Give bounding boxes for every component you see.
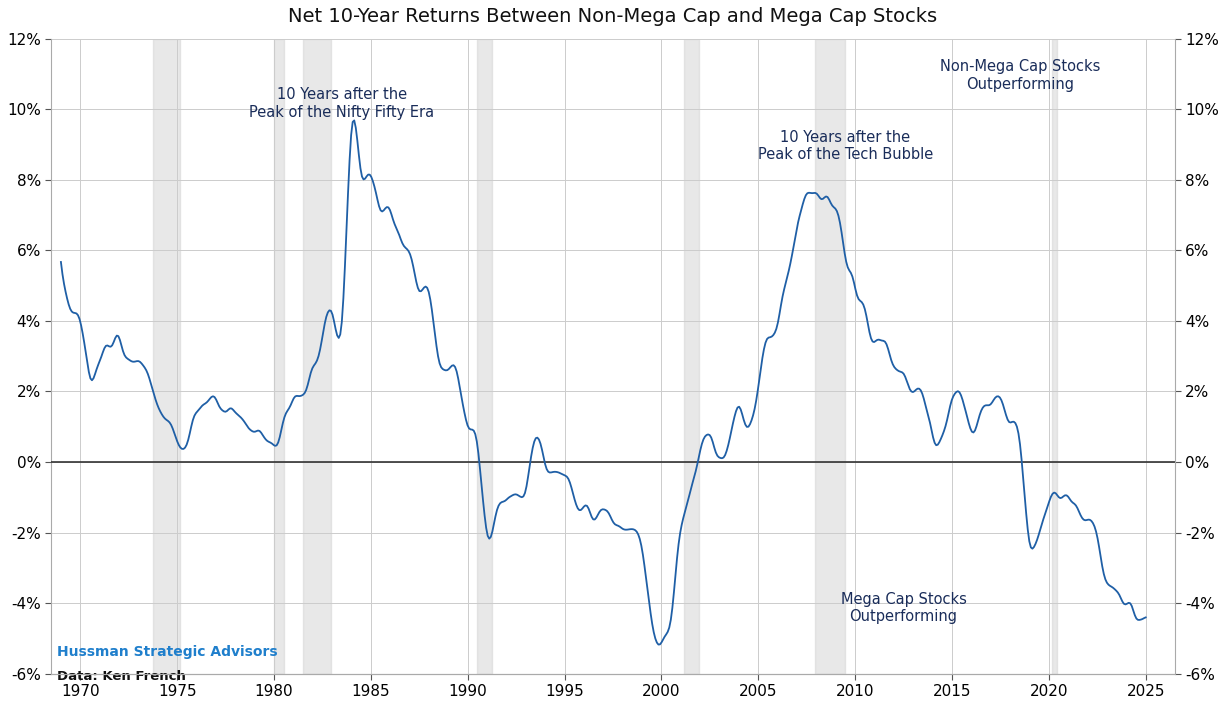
Bar — [815, 39, 846, 674]
Bar — [303, 39, 331, 674]
Bar — [273, 39, 283, 674]
Text: Non-Mega Cap Stocks
Outperforming: Non-Mega Cap Stocks Outperforming — [939, 59, 1100, 92]
Bar — [153, 39, 180, 674]
Text: Hussman Strategic Advisors: Hussman Strategic Advisors — [58, 645, 277, 659]
Bar — [477, 39, 492, 674]
Text: Data: Ken French: Data: Ken French — [58, 670, 186, 683]
Text: 10 Years after the
Peak of the Tech Bubble: 10 Years after the Peak of the Tech Bubb… — [758, 130, 933, 162]
Bar — [684, 39, 699, 674]
Text: Mega Cap Stocks
Outperforming: Mega Cap Stocks Outperforming — [841, 592, 966, 624]
Title: Net 10-Year Returns Between Non-Mega Cap and Mega Cap Stocks: Net 10-Year Returns Between Non-Mega Cap… — [288, 7, 938, 26]
Bar — [1052, 39, 1057, 674]
Text: 10 Years after the
Peak of the Nifty Fifty Era: 10 Years after the Peak of the Nifty Fif… — [249, 88, 434, 120]
